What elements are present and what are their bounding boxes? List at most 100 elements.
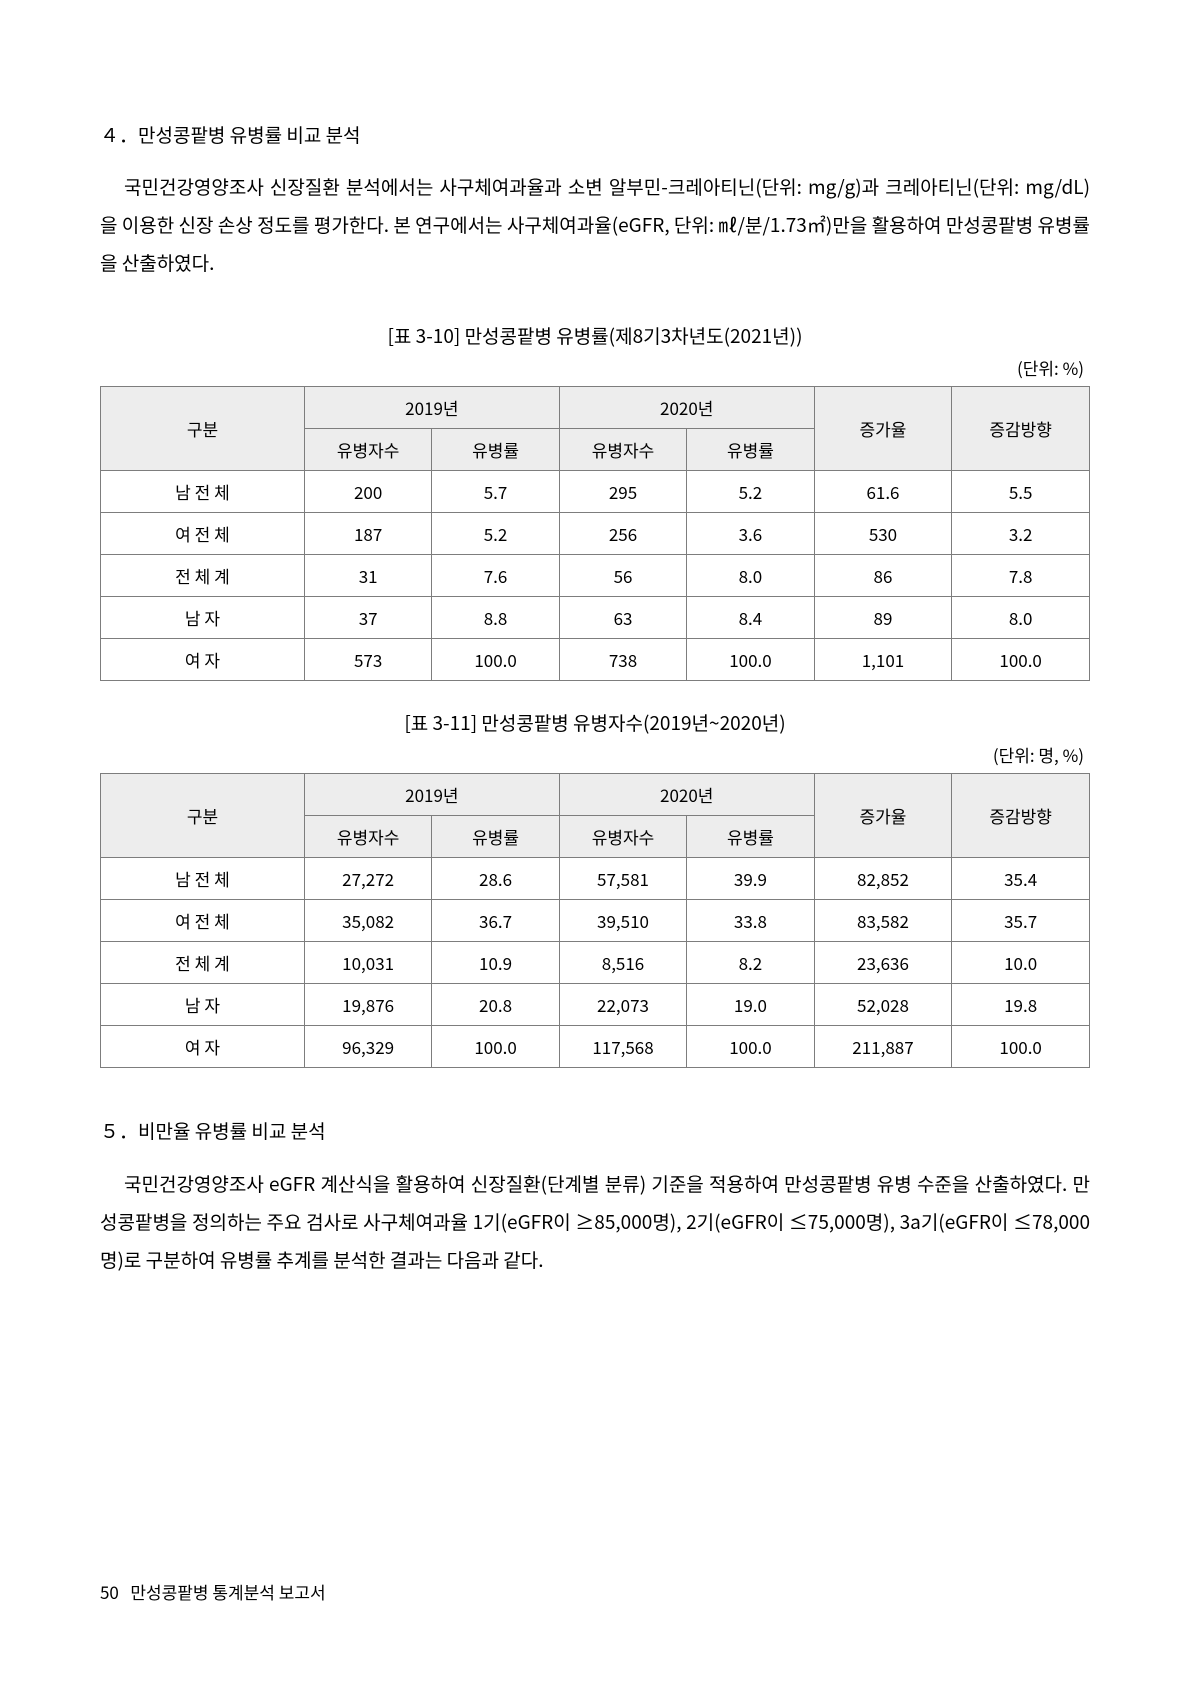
- row-cell: 573: [304, 639, 431, 681]
- section4-heading: ４．만성콩팥병 유병률 비교 분석: [100, 120, 1090, 150]
- table1-h-2019: 2019년: [304, 387, 559, 429]
- row-label: 남 자: [101, 984, 305, 1026]
- row-cell: 100.0: [432, 1026, 559, 1068]
- row-cell: 3.6: [687, 513, 814, 555]
- section5-paragraph: 국민건강영양조사 eGFR 계산식을 활용하여 신장질환(단계별 분류) 기준을…: [100, 1165, 1090, 1279]
- row-cell: 96,329: [304, 1026, 431, 1068]
- table2-unit: (단위: 명, %): [100, 742, 1084, 767]
- table2-sh-3: 유병률: [687, 816, 814, 858]
- row-cell: 100.0: [687, 639, 814, 681]
- row-cell: 10.0: [952, 942, 1090, 984]
- running-title: 만성콩팥병 통계분석 보고서: [130, 1579, 325, 1604]
- row-cell: 35,082: [304, 900, 431, 942]
- table-row: 남 전 체27,27228.657,58139.982,85235.4: [101, 858, 1090, 900]
- page-footer: 50 만성콩팥병 통계분석 보고서: [100, 1579, 326, 1604]
- row-cell: 117,568: [559, 1026, 686, 1068]
- row-cell: 57,581: [559, 858, 686, 900]
- row-cell: 19.0: [687, 984, 814, 1026]
- row-cell: 295: [559, 471, 686, 513]
- row-cell: 52,028: [814, 984, 952, 1026]
- row-cell: 8.8: [432, 597, 559, 639]
- row-cell: 8.4: [687, 597, 814, 639]
- row-cell: 187: [304, 513, 431, 555]
- row-cell: 8.0: [687, 555, 814, 597]
- row-cell: 35.4: [952, 858, 1090, 900]
- row-cell: 82,852: [814, 858, 952, 900]
- row-cell: 86: [814, 555, 952, 597]
- row-cell: 256: [559, 513, 686, 555]
- row-cell: 37: [304, 597, 431, 639]
- section5-heading: ５．비만율 유병률 비교 분석: [100, 1116, 1090, 1146]
- table2-sh-1: 유병률: [432, 816, 559, 858]
- row-label: 여 전 체: [101, 900, 305, 942]
- row-cell: 100.0: [952, 639, 1090, 681]
- row-cell: 27,272: [304, 858, 431, 900]
- row-cell: 22,073: [559, 984, 686, 1026]
- row-cell: 35.7: [952, 900, 1090, 942]
- table1-caption: [표 3-10] 만성콩팥병 유병률(제8기3차년도(2021년)): [100, 322, 1090, 349]
- row-cell: 530: [814, 513, 952, 555]
- row-cell: 23,636: [814, 942, 952, 984]
- table-row: 전 체 계10,03110.98,5168.223,63610.0: [101, 942, 1090, 984]
- table2-h-dir: 증감방향: [952, 774, 1090, 858]
- table2-sh-0: 유병자수: [304, 816, 431, 858]
- row-cell: 7.6: [432, 555, 559, 597]
- table-row: 여 자573100.0738100.01,101100.0: [101, 639, 1090, 681]
- table-row: 남 자19,87620.822,07319.052,02819.8: [101, 984, 1090, 1026]
- row-cell: 100.0: [432, 639, 559, 681]
- row-cell: 10.9: [432, 942, 559, 984]
- row-cell: 7.8: [952, 555, 1090, 597]
- table1-sh-1: 유병률: [432, 429, 559, 471]
- row-cell: 5.2: [432, 513, 559, 555]
- row-cell: 20.8: [432, 984, 559, 1026]
- row-cell: 19.8: [952, 984, 1090, 1026]
- row-cell: 100.0: [952, 1026, 1090, 1068]
- table2-h-2020: 2020년: [559, 774, 814, 816]
- table1-sh-0: 유병자수: [304, 429, 431, 471]
- table2: 구분 2019년 2020년 증가율 증감방향 유병자수 유병률 유병자수 유병…: [100, 773, 1090, 1068]
- table1-unit: (단위: %): [100, 355, 1084, 380]
- table2-h-rate: 증가율: [814, 774, 952, 858]
- table1-h-cat: 구분: [101, 387, 305, 471]
- table1-sh-3: 유병률: [687, 429, 814, 471]
- table-row: 남 자378.8638.4898.0: [101, 597, 1090, 639]
- table1-sh-2: 유병자수: [559, 429, 686, 471]
- row-cell: 89: [814, 597, 952, 639]
- table1-h-2020: 2020년: [559, 387, 814, 429]
- table2-h-2019: 2019년: [304, 774, 559, 816]
- row-label: 여 자: [101, 1026, 305, 1068]
- row-cell: 39.9: [687, 858, 814, 900]
- row-cell: 8,516: [559, 942, 686, 984]
- table1-h-rate: 증가율: [814, 387, 952, 471]
- table2-caption: [표 3-11] 만성콩팥병 유병자수(2019년~2020년): [100, 709, 1090, 736]
- row-cell: 5.5: [952, 471, 1090, 513]
- row-label: 남 전 체: [101, 858, 305, 900]
- row-cell: 738: [559, 639, 686, 681]
- table-row: 전 체 계317.6568.0867.8: [101, 555, 1090, 597]
- row-cell: 33.8: [687, 900, 814, 942]
- section4-paragraph: 국민건강영양조사 신장질환 분석에서는 사구체여과율과 소변 알부민-크레아티닌…: [100, 168, 1090, 282]
- row-cell: 1,101: [814, 639, 952, 681]
- table2-h-cat: 구분: [101, 774, 305, 858]
- row-cell: 31: [304, 555, 431, 597]
- row-cell: 3.2: [952, 513, 1090, 555]
- row-cell: 39,510: [559, 900, 686, 942]
- table-row: 여 전 체1875.22563.65303.2: [101, 513, 1090, 555]
- row-cell: 5.7: [432, 471, 559, 513]
- table1: 구분 2019년 2020년 증가율 증감방향 유병자수 유병률 유병자수 유병…: [100, 386, 1090, 681]
- row-label: 여 자: [101, 639, 305, 681]
- row-cell: 100.0: [687, 1026, 814, 1068]
- row-cell: 36.7: [432, 900, 559, 942]
- row-label: 전 체 계: [101, 942, 305, 984]
- table-row: 여 전 체35,08236.739,51033.883,58235.7: [101, 900, 1090, 942]
- row-cell: 200: [304, 471, 431, 513]
- row-cell: 28.6: [432, 858, 559, 900]
- row-cell: 63: [559, 597, 686, 639]
- table-row: 여 자96,329100.0117,568100.0211,887100.0: [101, 1026, 1090, 1068]
- row-label: 여 전 체: [101, 513, 305, 555]
- row-label: 전 체 계: [101, 555, 305, 597]
- row-label: 남 전 체: [101, 471, 305, 513]
- row-label: 남 자: [101, 597, 305, 639]
- row-cell: 211,887: [814, 1026, 952, 1068]
- row-cell: 5.2: [687, 471, 814, 513]
